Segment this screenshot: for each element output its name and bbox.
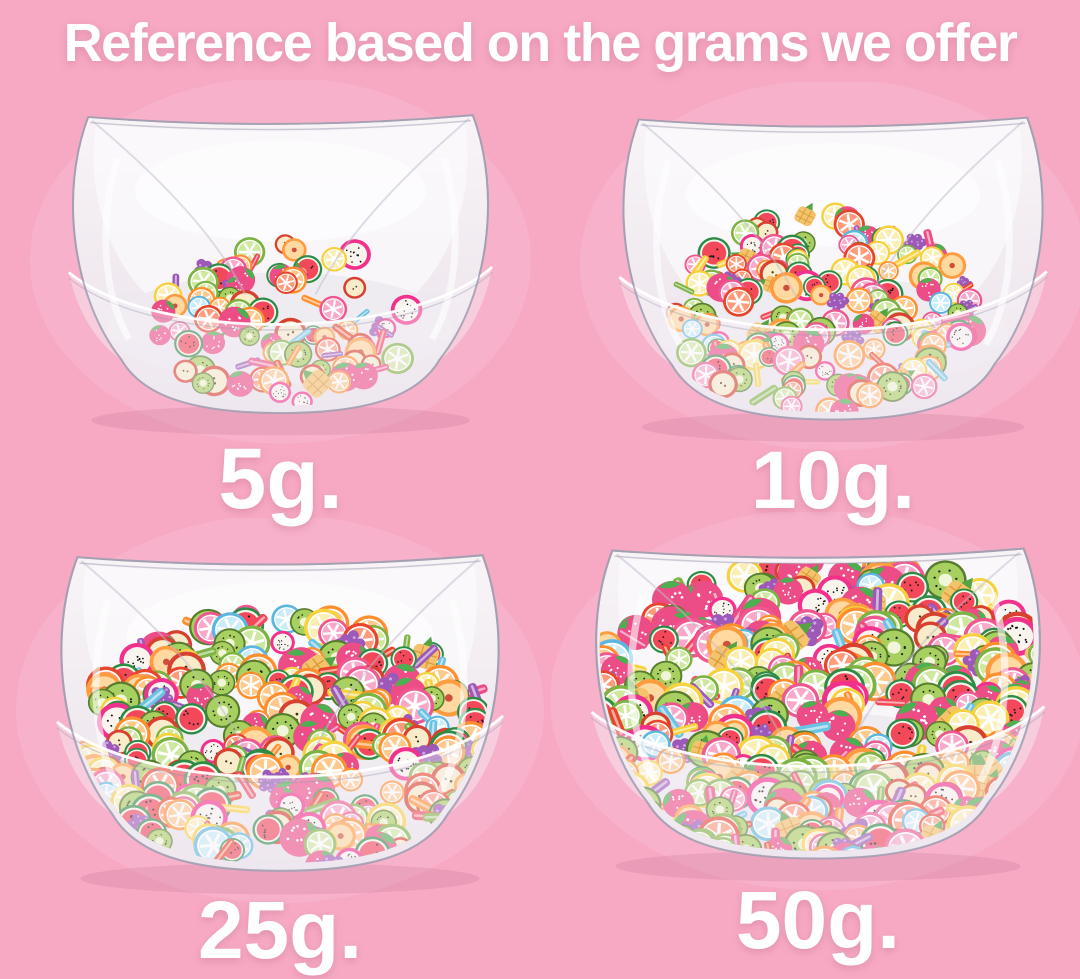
fruit-slices-layer [665, 202, 987, 412]
bowl-25g-svg [16, 518, 544, 904]
weight-label-5g: 5g. [218, 431, 343, 527]
weight-label-10g: 10g. [750, 435, 916, 526]
bowl-10g-svg [580, 82, 1080, 451]
bowl-5g-svg [30, 80, 531, 444]
bowl-photo-25g [14, 518, 546, 910]
weight-label-50g: 50g. [735, 875, 901, 966]
page-title: Reference based on the grams we offer [63, 13, 1018, 73]
bowl-50g-svg [550, 512, 1080, 891]
bowl-photo-5g [28, 80, 533, 450]
weight-label-25g: 25g. [197, 885, 363, 976]
bowl-photo-10g [578, 82, 1080, 457]
bowl-photo-50g [548, 512, 1080, 897]
